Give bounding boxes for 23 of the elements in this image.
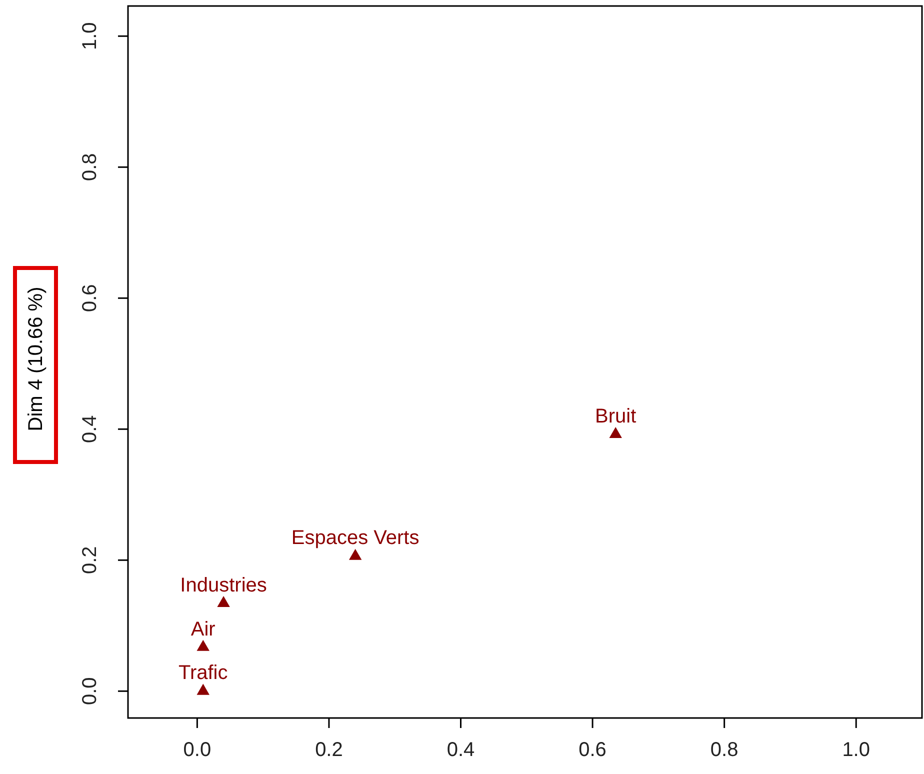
series-label: Espaces Verts [291, 527, 420, 550]
x-tick-label: 0.2 [315, 739, 343, 761]
x-tick-label: 0.4 [446, 739, 475, 761]
point [196, 640, 210, 651]
series-label: Air [190, 618, 216, 640]
x-tick-label: 0.8 [710, 739, 738, 761]
series-label: Trafic [178, 662, 228, 684]
series-label: Industries [180, 574, 267, 596]
point [217, 596, 230, 608]
x-tick-label: 0.6 [578, 739, 606, 761]
y-tick-label: 0.8 [79, 153, 101, 182]
y-tick-label: 0.6 [79, 284, 101, 312]
y-tick-label: 0.2 [79, 546, 101, 574]
point [348, 548, 362, 560]
x-tick-label: 0.0 [183, 739, 212, 761]
y-tick-label: 0.0 [79, 677, 101, 706]
y-tick-label: 1.0 [79, 22, 101, 50]
series-label: Bruit [595, 405, 637, 428]
point [609, 427, 622, 438]
x-tick-label: 1.0 [842, 739, 870, 761]
y-tick-label: 0.4 [79, 415, 101, 444]
y-axis-title: Dim 4 (10.66 %) [25, 286, 47, 432]
point [196, 684, 210, 695]
